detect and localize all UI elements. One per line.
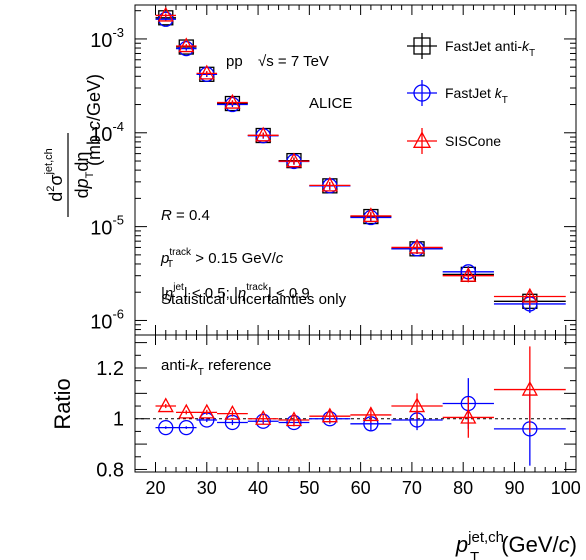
top-y-tick-label: 10-6: [90, 306, 124, 333]
eta-cuts-label: |ηjet| < 0.5; |ηtrack| < 0.9: [161, 282, 310, 302]
bottom-y-axis-title: Ratio: [50, 378, 75, 429]
marker-circle: [178, 40, 194, 57]
radius-label: R = 0.4: [161, 207, 210, 224]
legend-entry: FastJet kT: [407, 80, 508, 106]
top-axis-ticks: [135, 5, 576, 336]
svg-text:dpTdη: dpTdη: [72, 152, 96, 199]
marker-triangle: [285, 411, 303, 427]
ratio-reference-label: anti-kT reference: [161, 357, 271, 378]
marker-triangle: [255, 410, 272, 425]
top-y-axis-title: d2σjet,ch dpTdη: [43, 133, 96, 217]
marker-circle: [158, 11, 174, 27]
energy-label: √s = 7 TeV: [258, 53, 329, 70]
marker-triangle: [224, 93, 241, 109]
ratio-series-siscone: [155, 346, 566, 438]
x-tick-label: 60: [351, 478, 371, 498]
legend-entry: FastJet anti-kT: [407, 33, 535, 59]
x-tick-label: 80: [453, 478, 473, 498]
marker-circle: [158, 419, 174, 436]
x-axis-title: pjet,ch T(GeV/c): [455, 529, 577, 560]
marker-triangle: [408, 397, 426, 413]
marker-triangle: [408, 238, 426, 254]
top-y-tick-label: 10-3: [90, 25, 124, 52]
x-tick-label: 20: [145, 478, 165, 498]
legend-label: FastJet anti-kT: [445, 38, 535, 59]
marker-circle: [255, 413, 271, 429]
x-tick-label: 50: [299, 478, 319, 498]
marker-circle: [224, 96, 241, 113]
top-y-axis-unit: (mb c/GeV): [84, 74, 104, 166]
marker-triangle: [460, 408, 477, 424]
marker-circle: [178, 419, 194, 436]
top-data-points: [155, 6, 566, 314]
x-tick-label: 30: [197, 478, 217, 498]
legend: FastJet anti-kT FastJet kT SISCone: [407, 33, 535, 154]
uncertainty-label: Statistical uncertainties only: [161, 291, 347, 308]
top-y-tick-label: 10-4: [90, 119, 124, 146]
marker-circle: [409, 241, 425, 257]
series-siscone: [155, 6, 566, 306]
marker-triangle: [178, 403, 195, 419]
marker-circle: [413, 84, 431, 102]
legend-label: FastJet kT: [445, 85, 508, 106]
bottom-y-tick-label: 0.8: [96, 459, 124, 481]
ratio-data-points: [155, 346, 566, 466]
x-tick-label: 100: [551, 478, 581, 498]
marker-triangle: [412, 131, 432, 148]
x-tick-label: 40: [248, 478, 268, 498]
marker-square: [413, 37, 431, 55]
marker-triangle: [460, 266, 477, 282]
system-label: pp: [226, 53, 243, 70]
marker-triangle: [157, 6, 174, 22]
legend-entry: SISCone: [407, 128, 501, 154]
experiment-label: ALICE: [309, 95, 352, 112]
series-fastjet-k-t: [155, 11, 566, 314]
bottom-y-tick-label: 1: [113, 409, 124, 431]
ratio-series-fastjet-k-t: [155, 378, 566, 466]
marker-triangle: [362, 207, 379, 223]
marker-triangle: [321, 407, 338, 423]
marker-triangle: [285, 152, 303, 168]
marker-triangle: [255, 126, 272, 142]
marker-triangle: [198, 64, 215, 80]
marker-triangle: [178, 37, 195, 53]
bottom-axis-ticks: [135, 335, 576, 472]
marker-triangle: [521, 380, 538, 396]
track-pt-cut-label: ptrack T > 0.15 GeV/c: [160, 247, 284, 270]
marker-triangle: [224, 404, 241, 420]
marker-circle: [363, 209, 379, 226]
marker-triangle: [321, 176, 338, 192]
svg-text:d2σjet,ch: d2σjet,ch: [43, 148, 66, 202]
top-y-tick-label: 10-5: [90, 213, 124, 240]
system-energy-label: pp √s = 7 TeV: [226, 53, 329, 70]
x-tick-labels: 20 30 40 50 60 70 80 90 100: [145, 478, 580, 498]
x-tick-label: 70: [402, 478, 422, 498]
marker-triangle: [198, 403, 215, 419]
top-y-tick-labels: 10-6 10-5 10-4 10-3: [90, 25, 124, 334]
legend-label: SISCone: [445, 133, 501, 149]
marker-triangle: [521, 287, 538, 303]
marker-triangle: [157, 397, 174, 413]
bottom-y-tick-labels: 0.8 1 1.2: [96, 358, 124, 481]
x-tick-label: 90: [504, 478, 524, 498]
bottom-panel-frame: [134, 334, 577, 473]
marker-triangle: [362, 406, 379, 422]
bottom-y-tick-label: 1.2: [96, 358, 124, 380]
